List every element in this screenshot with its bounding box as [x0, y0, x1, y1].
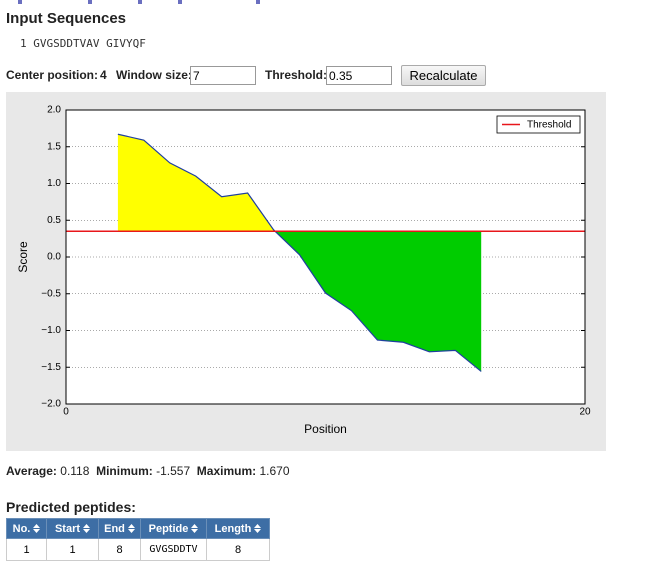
- legend: Threshold: [496, 115, 581, 134]
- legend-box: [496, 115, 581, 134]
- sort-icon: [83, 523, 91, 533]
- column-header[interactable]: No.: [6, 518, 47, 539]
- center-label: Center position:: [6, 68, 98, 82]
- x-axis-label: Position: [304, 422, 347, 436]
- table-cell: 8: [206, 538, 270, 561]
- table-cell: 8: [98, 538, 141, 561]
- score-line: [117, 133, 482, 372]
- x-tick-label: 20: [579, 407, 591, 418]
- y-tick-label: −2.0: [41, 399, 61, 410]
- plot-frame: [65, 109, 586, 405]
- header-text: Start: [54, 522, 81, 535]
- sort-icon: [191, 523, 199, 533]
- column-header[interactable]: End: [98, 518, 141, 539]
- table-cell: 1: [6, 538, 47, 561]
- y-tick-label: 0.0: [47, 252, 61, 263]
- chart: −2.0 −1.5 −1.0 −0.5 0.0 0.5 1.0 1.5 2.0 0 20 Thresh…: [6, 92, 606, 451]
- column-header[interactable]: Length: [206, 518, 270, 539]
- average: 0.118: [60, 464, 90, 478]
- y-tick-label: −1.5: [41, 362, 61, 373]
- table-title: Predicted peptides:: [6, 499, 136, 515]
- y-tick-label: −0.5: [41, 288, 61, 299]
- minimum-label: Minimum:: [96, 464, 153, 478]
- average-label: Average:: [6, 464, 57, 478]
- table-row: 1 1 8 GVGSDDTV 8: [6, 538, 270, 561]
- section-title: Input Sequences: [6, 10, 127, 27]
- column-header[interactable]: Peptide: [140, 518, 207, 539]
- sort-icon: [127, 523, 135, 533]
- top-icons: [18, 0, 260, 4]
- table-cell: GVGSDDTV: [140, 538, 207, 561]
- header-text: End: [104, 522, 125, 535]
- peptide-table: No. Start End Peptide Length 1 1 8 GVGSDDTV 8: [6, 518, 270, 561]
- table-cell: 1: [46, 538, 99, 561]
- maximum-label: Maximum:: [196, 464, 257, 478]
- header-text: Length: [214, 522, 252, 535]
- maximum: 1.670: [259, 464, 290, 478]
- y-axis-label: Score: [16, 241, 30, 273]
- threshold-input[interactable]: [326, 66, 392, 85]
- y-tick-label: −1.0: [41, 325, 61, 336]
- sequence: 1 GVGSDDTVAV GIVYQF: [20, 37, 146, 50]
- header-text: Peptide: [148, 522, 189, 535]
- x-tick-label: 0: [63, 407, 69, 418]
- sort-icon: [254, 523, 262, 533]
- center-value: 4: [100, 68, 107, 82]
- column-header[interactable]: Start: [46, 518, 99, 539]
- minimum: -1.557: [156, 464, 191, 478]
- sort-icon: [33, 523, 41, 533]
- y-tick-label: 1.0: [47, 178, 61, 189]
- legend-label: Threshold: [527, 120, 571, 131]
- y-tick-label: 1.5: [47, 141, 61, 152]
- stats: Average: 0.118 Minimum: -1.557 Maximum: …: [6, 464, 290, 478]
- fill-below-threshold: [117, 231, 482, 372]
- header-text: No.: [12, 522, 31, 535]
- threshold-label: Threshold:: [265, 68, 327, 82]
- y-tick-label: 2.0: [47, 105, 61, 116]
- window-input[interactable]: [190, 66, 256, 85]
- y-tick-label: 0.5: [47, 215, 61, 226]
- window-label: Window size:: [116, 68, 192, 82]
- fill-above-threshold: [117, 134, 482, 232]
- recalculate-button[interactable]: Recalculate: [401, 65, 486, 86]
